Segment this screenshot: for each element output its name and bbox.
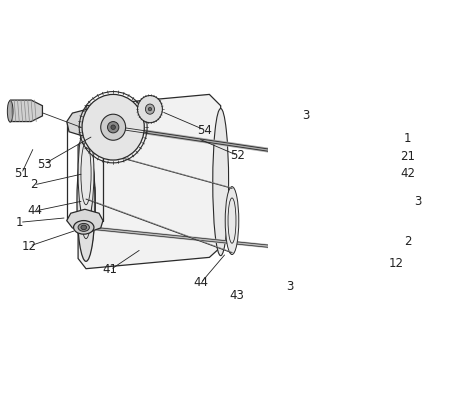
Ellipse shape	[213, 109, 228, 256]
Ellipse shape	[392, 193, 401, 203]
Ellipse shape	[384, 112, 394, 122]
Ellipse shape	[148, 107, 152, 111]
Text: 51: 51	[14, 167, 29, 180]
Ellipse shape	[318, 251, 328, 261]
Ellipse shape	[387, 183, 392, 187]
Text: 1: 1	[404, 132, 411, 145]
Text: 44: 44	[27, 205, 43, 217]
Ellipse shape	[391, 124, 396, 130]
Ellipse shape	[385, 180, 394, 189]
Text: 41: 41	[103, 263, 118, 276]
Text: 42: 42	[400, 167, 415, 180]
Ellipse shape	[327, 242, 347, 256]
Polygon shape	[67, 109, 100, 136]
Text: 43: 43	[229, 290, 244, 302]
Ellipse shape	[392, 107, 401, 116]
Ellipse shape	[356, 229, 362, 235]
Polygon shape	[317, 89, 399, 239]
Ellipse shape	[346, 107, 362, 124]
Ellipse shape	[392, 122, 401, 132]
Ellipse shape	[387, 201, 392, 206]
Ellipse shape	[331, 245, 342, 253]
Text: 2: 2	[404, 235, 411, 248]
Ellipse shape	[146, 104, 155, 114]
Ellipse shape	[383, 145, 395, 157]
Ellipse shape	[391, 142, 396, 147]
Ellipse shape	[137, 95, 163, 123]
Ellipse shape	[78, 223, 90, 231]
Ellipse shape	[82, 94, 144, 160]
Ellipse shape	[386, 114, 392, 120]
Ellipse shape	[8, 101, 13, 122]
Ellipse shape	[111, 125, 116, 130]
Ellipse shape	[388, 116, 391, 118]
Ellipse shape	[371, 220, 376, 225]
Ellipse shape	[108, 122, 119, 133]
Ellipse shape	[391, 178, 396, 184]
Text: 2: 2	[30, 178, 38, 191]
Ellipse shape	[339, 101, 368, 131]
Ellipse shape	[385, 199, 394, 208]
Ellipse shape	[384, 129, 394, 139]
Ellipse shape	[391, 195, 396, 200]
Ellipse shape	[334, 247, 339, 251]
Ellipse shape	[375, 216, 381, 222]
Ellipse shape	[350, 113, 357, 119]
Ellipse shape	[320, 254, 325, 259]
Ellipse shape	[341, 138, 366, 186]
Ellipse shape	[225, 186, 239, 255]
Ellipse shape	[386, 148, 392, 154]
Text: 1: 1	[16, 216, 24, 229]
Text: 52: 52	[230, 149, 245, 162]
Ellipse shape	[347, 189, 360, 212]
Ellipse shape	[369, 218, 378, 227]
Ellipse shape	[313, 247, 332, 265]
Polygon shape	[10, 100, 43, 122]
Text: 12: 12	[389, 257, 403, 269]
Ellipse shape	[315, 75, 392, 157]
Text: 3: 3	[414, 195, 421, 209]
Ellipse shape	[384, 158, 394, 167]
Text: 54: 54	[197, 124, 212, 137]
Ellipse shape	[386, 131, 392, 137]
Ellipse shape	[346, 146, 362, 178]
Text: 44: 44	[193, 276, 209, 290]
Text: 21: 21	[400, 150, 415, 163]
Text: 53: 53	[37, 158, 52, 170]
Polygon shape	[78, 94, 221, 269]
Ellipse shape	[392, 176, 401, 186]
Text: 3: 3	[286, 280, 293, 293]
Polygon shape	[67, 209, 103, 232]
Ellipse shape	[100, 114, 126, 140]
Text: 3: 3	[302, 109, 309, 122]
Ellipse shape	[344, 183, 364, 219]
Ellipse shape	[77, 142, 95, 261]
Ellipse shape	[391, 109, 396, 114]
Ellipse shape	[392, 140, 401, 149]
Ellipse shape	[81, 225, 87, 230]
Text: 12: 12	[22, 239, 37, 253]
Ellipse shape	[73, 221, 94, 234]
Ellipse shape	[382, 160, 388, 165]
Ellipse shape	[388, 133, 391, 135]
Ellipse shape	[78, 126, 94, 222]
